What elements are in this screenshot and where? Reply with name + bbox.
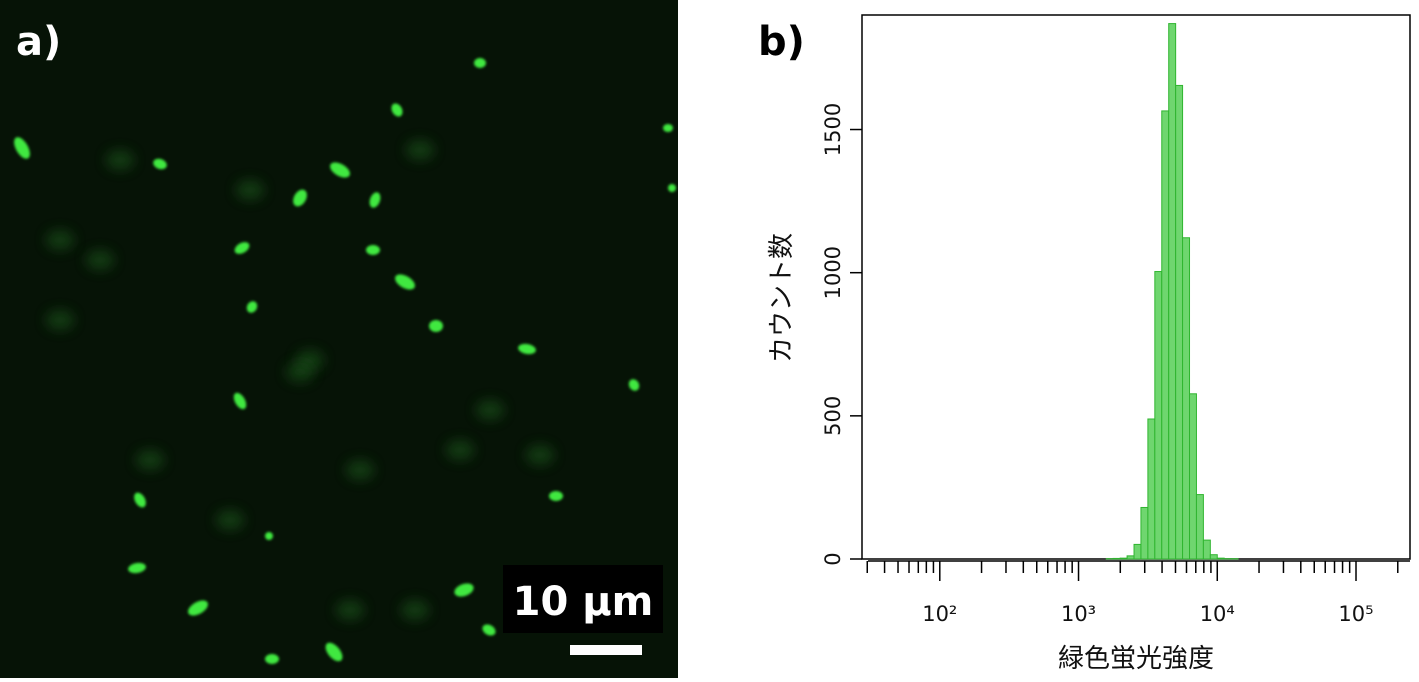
histogram-bar xyxy=(1169,24,1176,559)
panel-label: b) xyxy=(758,19,805,65)
histogram-bar xyxy=(1176,85,1183,559)
scale-bar-label: 10 µm xyxy=(513,579,654,625)
faint-cell xyxy=(136,450,164,470)
histogram-bar xyxy=(1196,495,1203,559)
histogram-bar xyxy=(1113,558,1120,559)
histogram-bar xyxy=(1183,238,1190,559)
histogram-bar xyxy=(1120,558,1127,559)
y-tick-label: 1000 xyxy=(821,246,845,299)
bacterium xyxy=(265,654,279,664)
x-axis-label: 緑色蛍光強度 xyxy=(1058,644,1214,674)
bacterium xyxy=(429,320,443,332)
histogram-bar xyxy=(1141,507,1148,559)
histogram-bar xyxy=(1217,558,1224,559)
histogram-bar xyxy=(1134,544,1141,559)
bacterium xyxy=(474,58,486,68)
faint-cell xyxy=(406,140,434,160)
faint-cell xyxy=(46,310,74,330)
faint-cell xyxy=(446,440,474,460)
x-tick-label: 10⁵ xyxy=(1338,602,1373,626)
histogram-bar xyxy=(1210,555,1217,559)
faint-cell xyxy=(286,362,314,382)
faint-cell xyxy=(476,400,504,420)
histogram-bar xyxy=(1203,540,1210,559)
y-tick-label: 1500 xyxy=(821,103,845,156)
bacterium xyxy=(366,245,380,255)
faint-cell xyxy=(401,600,429,620)
faint-cell xyxy=(106,150,134,170)
bacterium xyxy=(663,124,673,132)
x-tick-label: 10⁴ xyxy=(1200,602,1235,626)
histogram-bar xyxy=(1190,394,1197,559)
y-tick-label: 500 xyxy=(821,396,845,436)
histogram-bar xyxy=(1155,272,1162,559)
y-tick-label: 0 xyxy=(821,552,845,565)
histogram-bar xyxy=(1148,419,1155,559)
bacterium xyxy=(668,184,676,192)
plot-frame xyxy=(862,15,1410,559)
bacterium xyxy=(549,491,563,501)
panel-label: a) xyxy=(16,19,61,65)
faint-cell xyxy=(526,445,554,465)
histogram-bar xyxy=(1127,556,1134,559)
histogram-bar xyxy=(1162,111,1169,559)
scale-bar xyxy=(570,645,642,655)
y-axis-label: カウント数 xyxy=(767,233,797,363)
faint-cell xyxy=(216,510,244,530)
faint-cell xyxy=(346,460,374,480)
x-tick-label: 10³ xyxy=(1061,602,1096,626)
bacterium xyxy=(265,532,273,540)
faint-cell xyxy=(336,600,364,620)
faint-cell xyxy=(236,180,264,200)
faint-cell xyxy=(46,230,74,250)
x-tick-label: 10² xyxy=(922,602,957,626)
faint-cell xyxy=(86,250,114,270)
